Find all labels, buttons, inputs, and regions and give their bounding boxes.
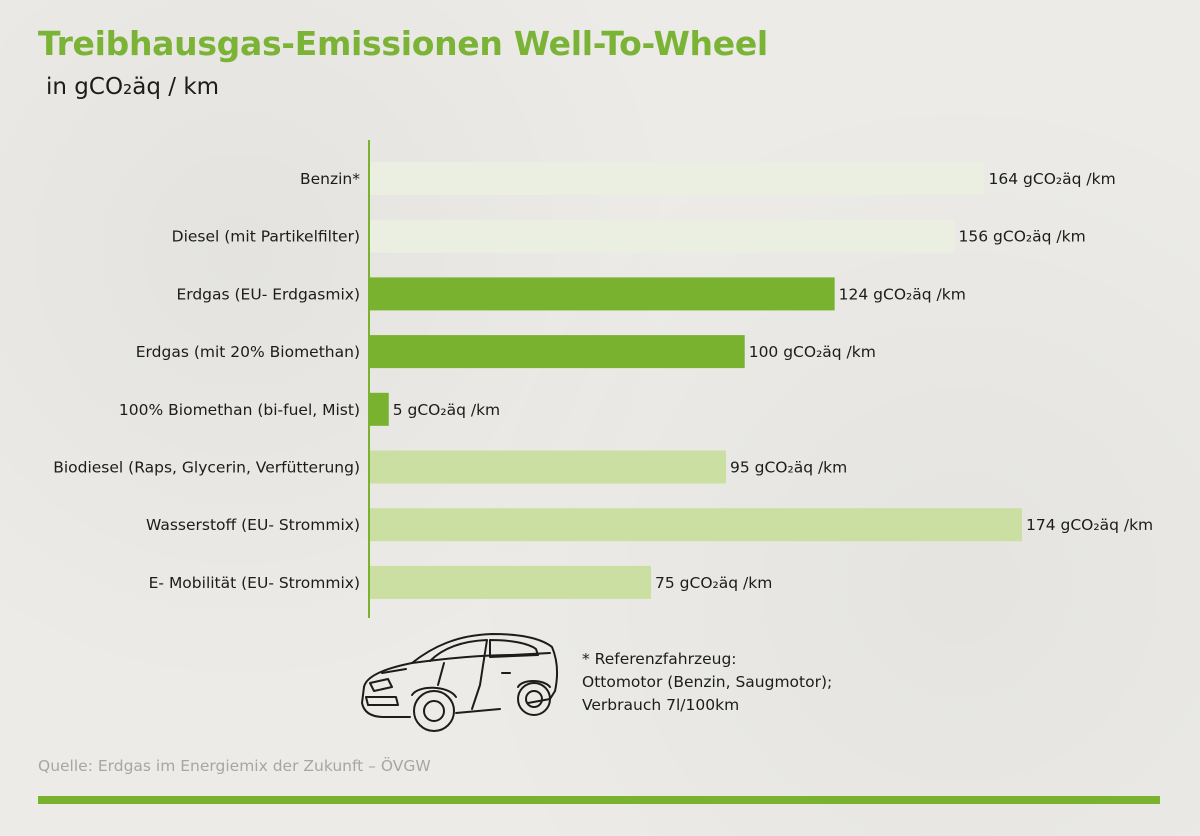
data-label: 75 gCO₂äq /km <box>655 574 772 592</box>
category-label: Erdgas (EU- Erdgasmix) <box>176 285 360 303</box>
chart-title: Treibhausgas-Emissionen Well-To-Wheel <box>38 24 768 63</box>
bar <box>370 277 835 311</box>
category-label: 100% Biomethan (bi-fuel, Mist) <box>119 401 360 419</box>
data-label: 124 gCO₂äq /km <box>839 285 966 303</box>
footnote: * Referenzfahrzeug: Ottomotor (Benzin, S… <box>582 648 832 717</box>
bar <box>370 450 726 484</box>
data-label: 100 gCO₂äq /km <box>749 343 876 361</box>
footnote-line: Ottomotor (Benzin, Saugmotor); <box>582 673 833 691</box>
data-label: 95 gCO₂äq /km <box>730 459 847 477</box>
footnote-line: * Referenzfahrzeug: <box>582 650 737 668</box>
data-label: 164 gCO₂äq /km <box>989 170 1116 188</box>
category-label: E- Mobilität (EU- Strommix) <box>149 574 360 592</box>
data-label: 5 gCO₂äq /km <box>393 401 500 419</box>
bar <box>370 335 745 369</box>
footnote-line: Verbrauch 7l/100km <box>582 696 740 714</box>
category-label: Diesel (mit Partikelfilter) <box>172 228 360 246</box>
category-label: Erdgas (mit 20% Biomethan) <box>136 343 360 361</box>
chart-subtitle: in gCO₂äq / km <box>46 74 220 100</box>
bar <box>370 392 389 426</box>
data-label: 174 gCO₂äq /km <box>1026 516 1153 534</box>
bar-chart: Benzin* 164 gCO₂äq /km Diesel (mit Partike… <box>53 140 1153 618</box>
category-label: Benzin* <box>300 170 360 188</box>
category-label: Wasserstoff (EU- Strommix) <box>146 516 360 534</box>
car-sketch-icon <box>361 633 558 732</box>
footer-bar <box>38 796 1160 804</box>
bar <box>370 219 955 253</box>
bar <box>370 162 985 195</box>
bar <box>370 565 652 599</box>
category-label: Biodiesel (Raps, Glycerin, Verfütterung) <box>53 459 360 477</box>
data-label: 156 gCO₂äq /km <box>959 228 1086 246</box>
bar <box>370 508 1022 542</box>
source-note: Quelle: Erdgas im Energiemix der Zukunft… <box>38 757 431 775</box>
